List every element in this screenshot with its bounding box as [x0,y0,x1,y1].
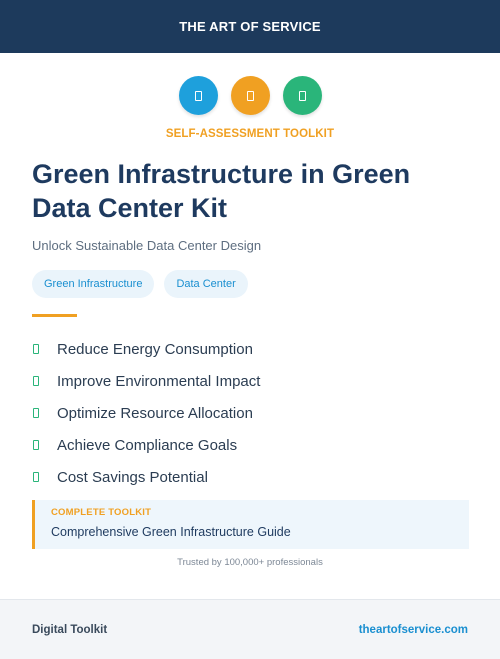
icon-row [0,76,500,115]
tag-green-infrastructure: Green Infrastructure [32,270,155,298]
website-link[interactable]: theartofservice.com [358,623,468,636]
list-item: Reduce Energy Consumption [32,333,260,365]
check-icon [33,376,39,386]
tag-data-center: Data Center [164,270,248,298]
check-icon [33,440,39,450]
header-bar: THE ART OF SERVICE [0,0,500,53]
benefit-label: Improve Environmental Impact [57,372,261,390]
toolkit-kicker: SELF-ASSESSMENT TOOLKIT [165,128,335,140]
benefit-label: Achieve Compliance Goals [57,436,238,454]
benefit-label: Reduce Energy Consumption [57,340,253,358]
document-icon [178,76,218,115]
accent-divider [32,314,77,317]
check-icon [33,344,39,354]
brand-title: THE ART OF SERVICE [179,19,321,34]
check-icon [33,472,39,482]
tag-list: Green Infrastructure Data Center [32,270,248,298]
page-subtitle: Unlock Sustainable Data Center Design [32,238,262,253]
footer-label: Digital Toolkit [32,623,108,636]
callout-kicker: COMPLETE TOOLKIT [51,507,152,518]
document-icon [230,76,270,115]
callout-text: Comprehensive Green Infrastructure Guide [51,525,291,539]
benefit-label: Optimize Resource Allocation [57,404,253,422]
benefit-label: Cost Savings Potential [57,468,208,486]
document-icon [282,76,322,115]
trusted-note: Trusted by 100,000+ professionals [177,557,323,568]
footer-bar: Digital Toolkit theartofservice.com [0,599,500,659]
toolkit-callout: COMPLETE TOOLKIT Comprehensive Green Inf… [32,500,469,549]
check-icon [33,408,39,418]
benefit-list: Reduce Energy Consumption Improve Enviro… [32,333,260,493]
list-item: Achieve Compliance Goals [32,429,260,461]
list-item: Improve Environmental Impact [32,365,260,397]
list-item: Optimize Resource Allocation [32,397,260,429]
list-item: Cost Savings Potential [32,461,260,493]
page-title: Green Infrastructure in Green Data Cente… [32,159,411,223]
